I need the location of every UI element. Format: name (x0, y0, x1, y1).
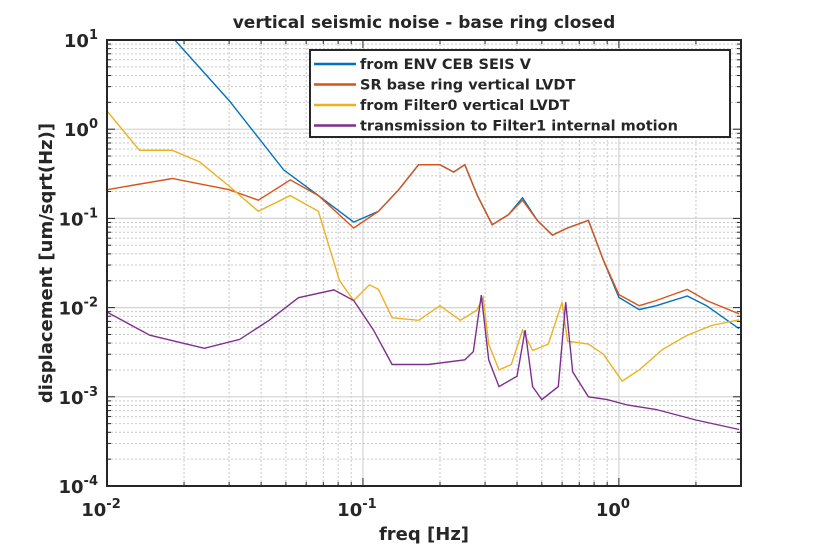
series-lines (107, 40, 740, 431)
y-tick-label: 100 (64, 117, 98, 141)
ticks: 10-2 10-1 100 101 100 10-1 10-2 10-3 10-4 (58, 28, 742, 521)
x-tick-label: 100 (596, 497, 630, 521)
plot-frame (106, 39, 742, 487)
legend: from ENV CEB SEIS V SR base ring vertical… (309, 49, 731, 138)
y-tick-label: 10-3 (58, 385, 98, 409)
chart-title: vertical seismic noise - base ring close… (233, 13, 616, 33)
x-tick-label: 10-2 (81, 497, 121, 521)
legend-label-2: from Filter0 vertical LVDT (360, 98, 570, 114)
y-axis-label: displacement [um/sqrt(Hz)] (36, 123, 57, 403)
legend-label-0: from ENV CEB SEIS V (360, 57, 532, 73)
x-axis-label: freq [Hz] (379, 524, 469, 545)
y-tick-label: 10-1 (58, 206, 98, 230)
series-line-2 (107, 110, 740, 383)
y-tick-label: 10-4 (58, 474, 98, 498)
legend-box (309, 49, 731, 138)
series-line-1 (107, 163, 740, 315)
series-line-3 (107, 289, 740, 431)
y-tick-label: 10-2 (58, 296, 98, 320)
legend-label-3: transmission to Filter1 internal motion (360, 119, 678, 135)
y-tick-label: 101 (64, 28, 98, 52)
x-tick-label: 10-1 (337, 497, 377, 521)
legend-label-1: SR base ring vertical LVDT (360, 78, 575, 94)
